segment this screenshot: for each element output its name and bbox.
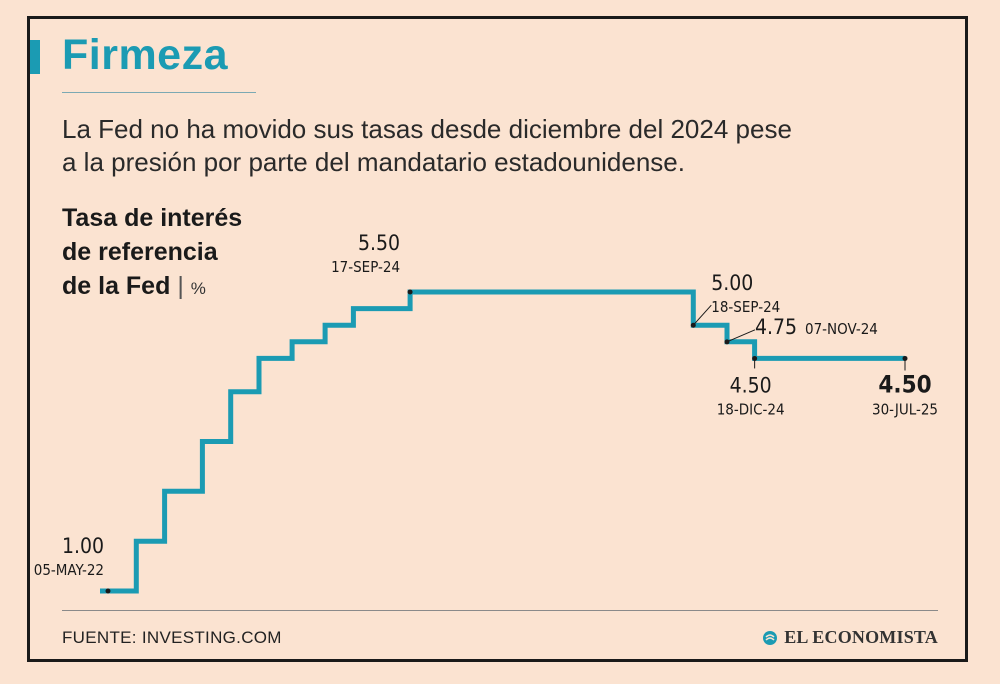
chart-title: Tasa de interés de referencia de la Fed … (62, 201, 242, 306)
annotation-value: 1.00 (62, 534, 104, 558)
chart-title-line-3-text: de la Fed (62, 272, 171, 300)
title-accent-bar (30, 40, 40, 74)
annotation-date: 18-DIC-24 (717, 400, 785, 418)
annotation-date: 07-NOV-24 (805, 320, 878, 338)
annotation-markers (105, 289, 908, 594)
annotation-leader (692, 304, 712, 326)
annotation-value: 4.50 (878, 370, 931, 398)
annotation-date: 18-SEP-24 (711, 298, 780, 316)
annotation-date: 17-SEP-24 (331, 258, 400, 276)
annotation-leader (726, 329, 756, 343)
chart-title-line-2: de referencia (62, 238, 218, 266)
title-underline (62, 92, 256, 93)
publisher-logo: EL ECONOMISTA (762, 627, 938, 648)
logo-icon (763, 630, 778, 645)
annotation-value: 5.00 (711, 271, 753, 295)
annotation-date: 05-MAY-22 (34, 561, 104, 579)
chart-title-line-1: Tasa de interés (62, 204, 243, 232)
page-title: Firmeza (62, 31, 229, 79)
subtitle: La Fed no ha movido sus tasas desde dici… (62, 113, 902, 179)
rate-step-line (100, 289, 905, 594)
chart-frame (27, 16, 968, 662)
logo-text: EL ECONOMISTA (784, 627, 938, 647)
chart-unit: % (190, 279, 206, 298)
subtitle-line-1: La Fed no ha movido sus tasas desde dici… (62, 114, 792, 144)
footer-divider (62, 610, 938, 611)
annotation-labels: 1.0005-MAY-225.5017-SEP-245.0018-SEP-244… (34, 231, 938, 579)
source-note: FUENTE: INVESTING.COM (62, 628, 282, 647)
annotation-value: 4.75 (755, 315, 797, 339)
chart-title-line-3: de la Fed | % (62, 269, 242, 306)
annotation-value: 4.50 (730, 373, 772, 397)
annotation-marker (105, 588, 111, 594)
annotation-date: 30-JUL-25 (872, 400, 938, 418)
annotation-marker (407, 289, 413, 295)
annotation-value: 5.50 (358, 231, 400, 255)
chart-title-separator: | (177, 272, 184, 300)
subtitle-line-2: a la presión por parte del mandatario es… (62, 147, 685, 177)
